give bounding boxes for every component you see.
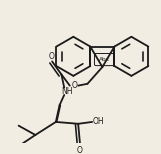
Text: O: O: [71, 81, 77, 90]
FancyBboxPatch shape: [95, 54, 114, 66]
Text: OH: OH: [93, 118, 104, 126]
Text: NH: NH: [61, 87, 73, 96]
Text: Abs: Abs: [99, 57, 110, 62]
Text: O: O: [77, 146, 83, 154]
Text: O: O: [48, 52, 54, 61]
